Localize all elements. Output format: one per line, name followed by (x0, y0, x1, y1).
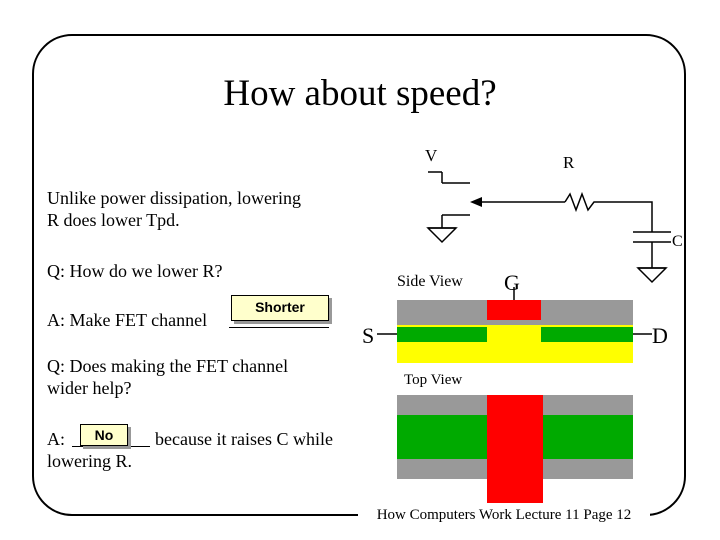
side-view-label: Side View (397, 273, 463, 290)
slide-title: How about speed? (223, 73, 497, 114)
answer-1-box: Shorter (231, 295, 329, 321)
fet-top-view (397, 395, 633, 513)
r-label: R (563, 153, 575, 172)
answer-2-blank (72, 446, 150, 447)
ground-symbol (426, 227, 458, 244)
statement-text: Unlike power dissipation, lowering R doe… (47, 188, 301, 230)
drain-label: D (652, 323, 668, 348)
answer-2: A: (47, 429, 65, 449)
capacitor-symbol (633, 231, 671, 284)
switch-symbol (428, 171, 470, 228)
answer-1-prefix: A: Make FET channel (47, 310, 208, 330)
answer-1-blank (229, 327, 329, 328)
gate-top (487, 395, 543, 513)
answer-2-box: No (80, 424, 128, 446)
source-diffusion (397, 327, 487, 342)
gate-side (487, 300, 541, 320)
v-label: V (425, 146, 438, 165)
resistor-symbol (564, 191, 653, 232)
fet-side-view (377, 287, 652, 363)
answer-2-line2: lowering R. (47, 451, 132, 471)
drain-diffusion (541, 327, 633, 342)
output-arrow (470, 197, 565, 207)
c-label: C (672, 233, 683, 250)
slide-footer: How Computers Work Lecture 11 Page 12 (358, 503, 650, 527)
gate-label: G (504, 270, 520, 295)
answer-2-suffix: because it raises C while (155, 429, 333, 449)
top-view-label: Top View (404, 372, 463, 388)
question-1: Q: How do we lower R? (47, 261, 223, 281)
question-2: Q: Does making the FET channel wider hel… (47, 356, 289, 398)
source-label: S (362, 323, 375, 348)
